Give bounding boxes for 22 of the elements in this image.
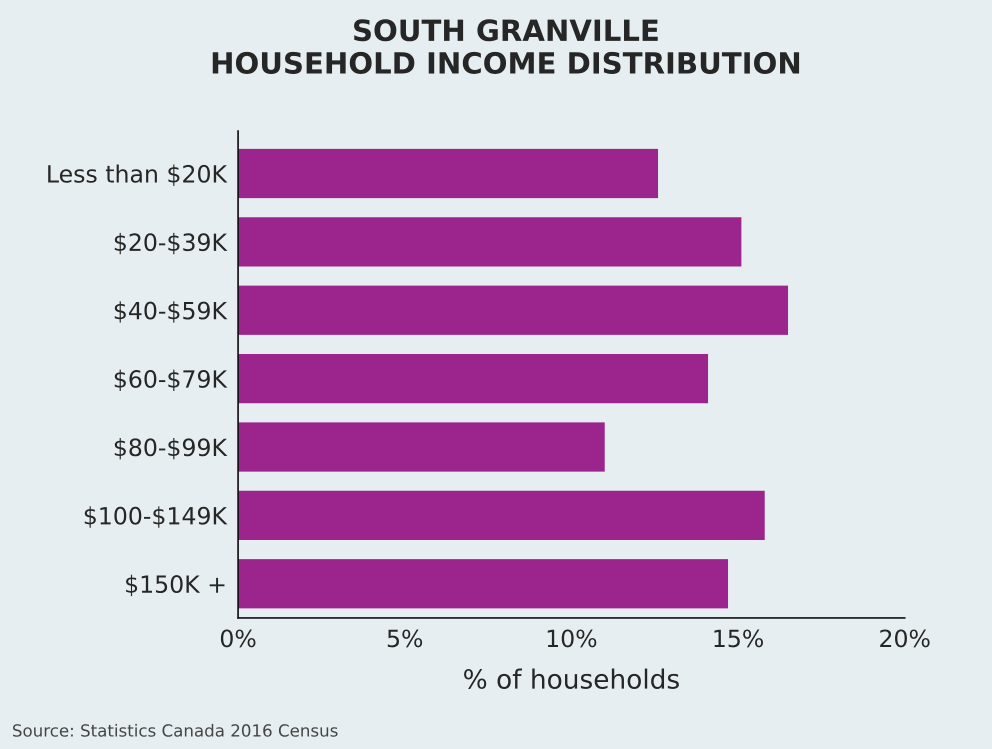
y-tick-label: $100-$149K [84,506,228,528]
x-tick-label: 10% [548,629,596,648]
y-tick-label: $80-$99K [114,438,228,460]
chart-title: SOUTH GRANVILLE HOUSEHOLD INCOME DISTRIBUTION [212,19,800,74]
source-note: Source: Statistics Canada 2016 Census [13,724,338,737]
x-tick-label: 20% [880,629,930,648]
bar [238,217,742,266]
y-tick-label: $60-$79K [114,370,228,392]
x-tick-label: 5% [388,629,422,648]
x-tick-label: 15% [714,629,763,648]
y-tick-label: $150K + [126,574,224,596]
bar [238,490,765,540]
y-tick-label: $40-$59K [114,301,228,323]
bar [238,559,728,608]
x-axis-title: % of households [464,668,679,689]
bar [238,422,605,472]
bar [238,286,788,335]
bar [238,148,658,198]
bar [238,354,708,404]
x-tick-label: 0% [220,629,256,648]
y-tick-label: $20-$39K [114,232,228,254]
y-tick-label: Less than $20K [48,164,228,186]
